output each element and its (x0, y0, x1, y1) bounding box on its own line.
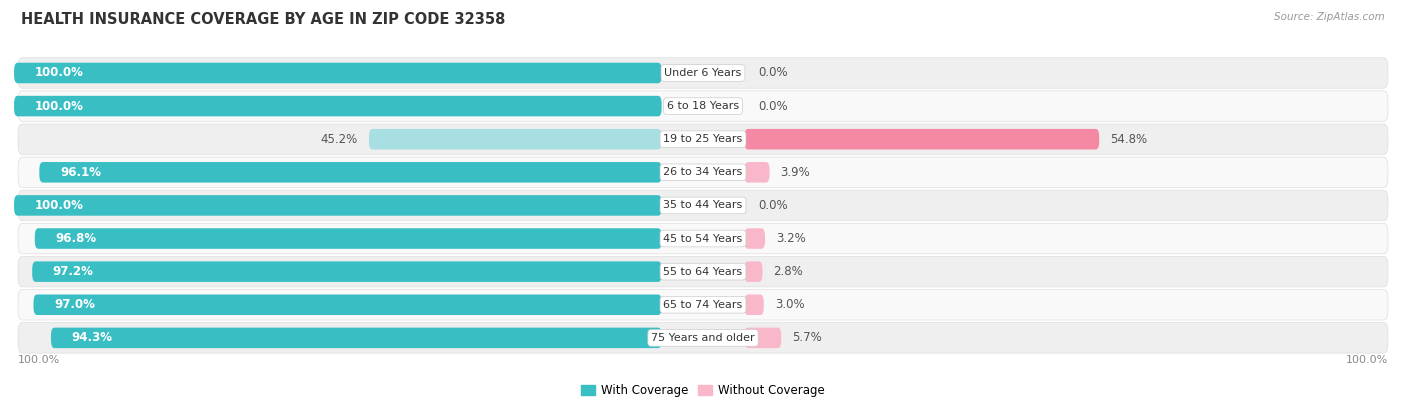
Text: 3.0%: 3.0% (775, 298, 804, 311)
Text: 65 to 74 Years: 65 to 74 Years (664, 300, 742, 310)
FancyBboxPatch shape (744, 327, 782, 348)
Text: Under 6 Years: Under 6 Years (665, 68, 741, 78)
Text: 94.3%: 94.3% (72, 331, 112, 344)
Text: 100.0%: 100.0% (35, 100, 83, 112)
Text: HEALTH INSURANCE COVERAGE BY AGE IN ZIP CODE 32358: HEALTH INSURANCE COVERAGE BY AGE IN ZIP … (21, 12, 506, 27)
Text: 45 to 54 Years: 45 to 54 Years (664, 234, 742, 244)
Text: 19 to 25 Years: 19 to 25 Years (664, 134, 742, 144)
Text: 97.2%: 97.2% (53, 265, 94, 278)
Text: 96.1%: 96.1% (60, 166, 101, 179)
Text: 97.0%: 97.0% (55, 298, 96, 311)
FancyBboxPatch shape (39, 162, 662, 183)
FancyBboxPatch shape (34, 295, 662, 315)
Text: 100.0%: 100.0% (18, 355, 60, 365)
Text: 0.0%: 0.0% (758, 100, 787, 112)
FancyBboxPatch shape (18, 157, 1388, 188)
FancyBboxPatch shape (368, 129, 662, 149)
Text: 35 to 44 Years: 35 to 44 Years (664, 200, 742, 210)
Text: 96.8%: 96.8% (55, 232, 97, 245)
FancyBboxPatch shape (744, 162, 769, 183)
FancyBboxPatch shape (14, 195, 662, 216)
FancyBboxPatch shape (744, 228, 765, 249)
Text: 26 to 34 Years: 26 to 34 Years (664, 167, 742, 177)
FancyBboxPatch shape (18, 290, 1388, 320)
FancyBboxPatch shape (18, 58, 1388, 88)
Text: 0.0%: 0.0% (758, 66, 787, 80)
Text: Source: ZipAtlas.com: Source: ZipAtlas.com (1274, 12, 1385, 22)
Legend: With Coverage, Without Coverage: With Coverage, Without Coverage (576, 379, 830, 402)
FancyBboxPatch shape (32, 261, 662, 282)
FancyBboxPatch shape (18, 124, 1388, 154)
Text: 3.2%: 3.2% (776, 232, 806, 245)
Text: 6 to 18 Years: 6 to 18 Years (666, 101, 740, 111)
Text: 54.8%: 54.8% (1111, 133, 1147, 146)
FancyBboxPatch shape (744, 129, 1099, 149)
Text: 3.9%: 3.9% (780, 166, 810, 179)
Text: 100.0%: 100.0% (1346, 355, 1388, 365)
FancyBboxPatch shape (18, 223, 1388, 254)
FancyBboxPatch shape (14, 63, 662, 83)
Text: 100.0%: 100.0% (35, 66, 83, 80)
FancyBboxPatch shape (14, 96, 662, 116)
FancyBboxPatch shape (18, 91, 1388, 121)
FancyBboxPatch shape (35, 228, 662, 249)
FancyBboxPatch shape (51, 327, 662, 348)
Text: 0.0%: 0.0% (758, 199, 787, 212)
FancyBboxPatch shape (744, 295, 763, 315)
FancyBboxPatch shape (744, 261, 762, 282)
FancyBboxPatch shape (18, 322, 1388, 353)
Text: 55 to 64 Years: 55 to 64 Years (664, 267, 742, 277)
FancyBboxPatch shape (18, 256, 1388, 287)
Text: 75 Years and older: 75 Years and older (651, 333, 755, 343)
Text: 45.2%: 45.2% (321, 133, 359, 146)
FancyBboxPatch shape (18, 190, 1388, 221)
Text: 5.7%: 5.7% (792, 331, 823, 344)
Text: 100.0%: 100.0% (35, 199, 83, 212)
Text: 2.8%: 2.8% (773, 265, 803, 278)
